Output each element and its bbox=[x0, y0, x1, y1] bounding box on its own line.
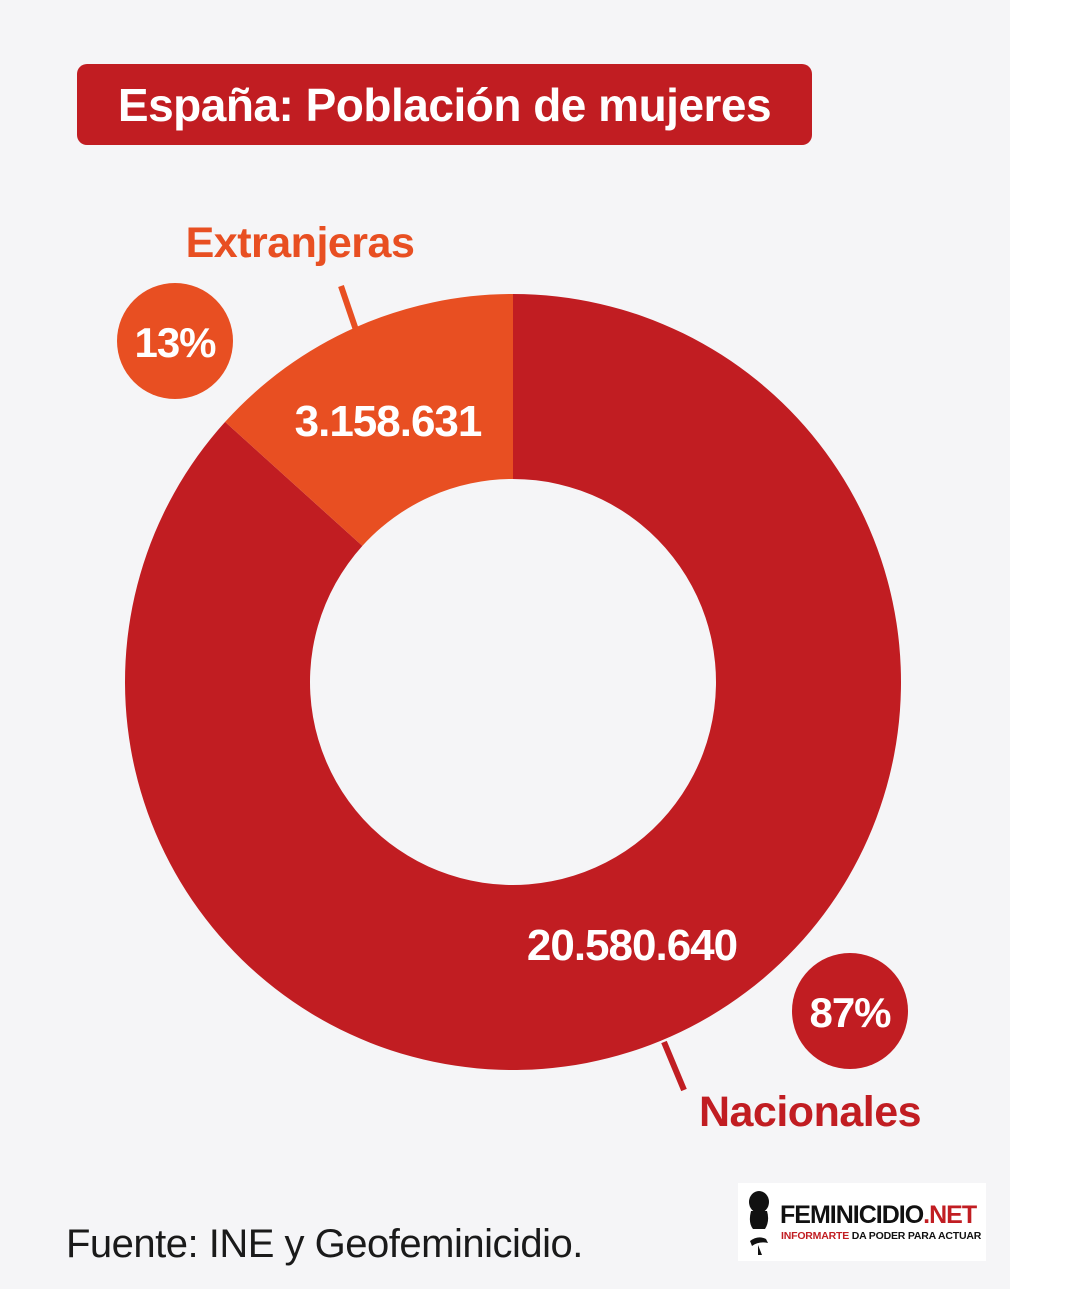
source-note: Fuente: INE y Geofeminicidio. bbox=[66, 1222, 583, 1266]
leader-line-nacionales bbox=[661, 1040, 687, 1092]
slice-extranjeras bbox=[225, 294, 513, 546]
value-label-nacionales: 20.580.640 bbox=[527, 921, 737, 970]
logo-tagline: INFORMARTE DA PODER PARA ACTUAR bbox=[781, 1230, 982, 1242]
side-strip bbox=[1010, 0, 1072, 1289]
logo-name: FEMINICIDIO.NET bbox=[780, 1201, 977, 1229]
title-banner: España: Población de mujeres bbox=[77, 64, 812, 145]
series-label-extranjeras: Extranjeras bbox=[186, 219, 415, 267]
woman-silhouette-icon bbox=[749, 1191, 769, 1255]
series-label-nacionales: Nacionales bbox=[699, 1088, 921, 1136]
percent-label-extranjeras: 13% bbox=[134, 319, 216, 366]
percent-badge-extranjeras bbox=[117, 283, 233, 399]
feminicidio-logo[interactable]: FEMINICIDIO.NET INFORMARTE DA PODER PARA… bbox=[738, 1183, 986, 1261]
slice-nacionales bbox=[124, 294, 901, 1070]
value-label-extranjeras: 3.158.631 bbox=[295, 397, 482, 446]
leader-line-extranjeras bbox=[338, 285, 359, 331]
percent-badge-nacionales bbox=[792, 953, 908, 1069]
percent-label-nacionales: 87% bbox=[809, 989, 891, 1036]
page-title: España: Población de mujeres bbox=[117, 78, 772, 131]
